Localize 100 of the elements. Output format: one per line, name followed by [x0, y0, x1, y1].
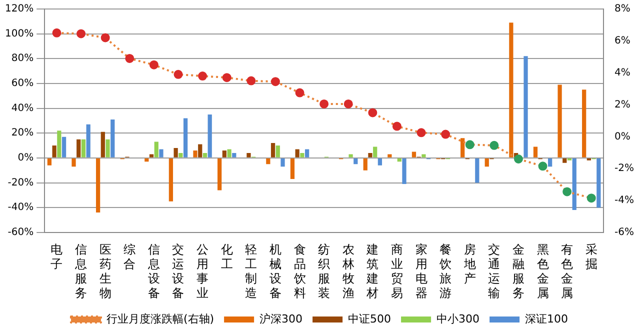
bar [227, 149, 232, 158]
bar [208, 114, 212, 158]
y-tick-label: 100% [4, 28, 34, 40]
x-tick-label: 家用电器 [415, 242, 428, 300]
bar [475, 158, 480, 183]
bar [149, 154, 154, 158]
point [222, 73, 232, 82]
x-tick-label: 金融服务 [512, 242, 524, 300]
bar [548, 158, 552, 167]
bar [596, 158, 601, 208]
x-tick-label: 交运设备 [172, 242, 184, 300]
point [52, 28, 62, 38]
bar [57, 130, 62, 158]
x-tick-label: 商业贸易 [390, 242, 403, 300]
point [174, 70, 183, 79]
bar [266, 158, 270, 164]
legend-label: 中证500 [348, 312, 392, 326]
bar [154, 142, 158, 158]
x-tick-label: 机械设备 [269, 242, 282, 300]
point [465, 140, 474, 150]
bar [96, 158, 100, 213]
x-tick-label: 农林牧渔 [341, 242, 354, 300]
bar [178, 152, 183, 158]
point [198, 72, 208, 81]
bar [52, 146, 56, 158]
bar [460, 138, 465, 158]
point [320, 99, 329, 108]
bar [373, 146, 378, 158]
point [368, 108, 378, 118]
bar [232, 152, 236, 158]
y2-tick-label: 0% [614, 131, 630, 142]
y-tick-label: 60% [11, 78, 34, 90]
x-tick-label: 公用事业 [196, 242, 209, 300]
bar [300, 152, 304, 158]
x-tick-label: 有色金属 [561, 242, 574, 300]
bar [388, 154, 392, 158]
x-tick-label: 医药生物 [99, 242, 112, 300]
x-tick-label: 轻工制造 [245, 242, 258, 300]
bar [202, 152, 208, 158]
y-tick-label: -60% [8, 226, 34, 238]
x-tick-label: 化工 [220, 242, 233, 272]
y-tick-label: -20% [8, 177, 34, 188]
y-tick-label: 80% [11, 53, 34, 64]
bar [276, 146, 280, 158]
bar [100, 132, 105, 158]
bar [76, 139, 81, 158]
bar [582, 90, 586, 158]
point [344, 99, 353, 108]
point [416, 128, 426, 138]
y-tick-label: 40% [11, 102, 34, 114]
bar [562, 158, 567, 163]
y2-tick-label: 4% [614, 67, 630, 78]
bar [159, 149, 164, 158]
bar [81, 139, 86, 158]
point [441, 130, 450, 139]
bar [110, 119, 115, 158]
x-tick-label: 纺织服装 [318, 242, 330, 300]
x-tick-label: 电子 [50, 242, 63, 272]
bar [572, 158, 576, 210]
bar [295, 149, 300, 158]
bar [402, 158, 406, 184]
bar [193, 150, 198, 158]
bar [217, 158, 222, 190]
bar [378, 158, 382, 166]
legend-label: 沪深300 [260, 312, 303, 326]
y-tick-label: 120% [4, 4, 34, 15]
x-tick-label: 建筑建材 [366, 242, 379, 300]
bar [290, 158, 295, 180]
bar [524, 56, 528, 158]
x-tick-label: 综合 [124, 242, 136, 272]
bar [368, 152, 372, 158]
bar [62, 136, 66, 158]
x-tick-label: 信息设备 [146, 242, 160, 300]
bar [174, 148, 178, 158]
bar [354, 158, 358, 164]
bar [106, 139, 110, 158]
bar [558, 84, 562, 158]
bar [72, 158, 76, 167]
bar [484, 158, 489, 167]
bar [363, 158, 368, 170]
point [246, 76, 256, 86]
bar [397, 158, 402, 162]
point [125, 54, 134, 63]
x-tick-label: 食品饮料 [292, 242, 306, 300]
bar [183, 118, 188, 158]
point [295, 88, 304, 98]
bar [509, 22, 514, 158]
x-tick-label: 采掘 [585, 242, 598, 272]
bar [422, 154, 426, 158]
bar [304, 149, 310, 158]
point [76, 29, 86, 38]
y-tick-label: 0% [18, 152, 34, 164]
legend-label: 深证100 [525, 312, 568, 326]
bar [412, 152, 416, 158]
y2-tick-label: 2% [614, 99, 630, 110]
y-tick-label: 20% [11, 128, 34, 139]
legend-label: 行业月度涨跌幅(右轴) [106, 312, 214, 326]
y2-tick-label: -6% [614, 226, 634, 238]
legend-label: 中小300 [436, 312, 480, 326]
bar [198, 144, 202, 158]
